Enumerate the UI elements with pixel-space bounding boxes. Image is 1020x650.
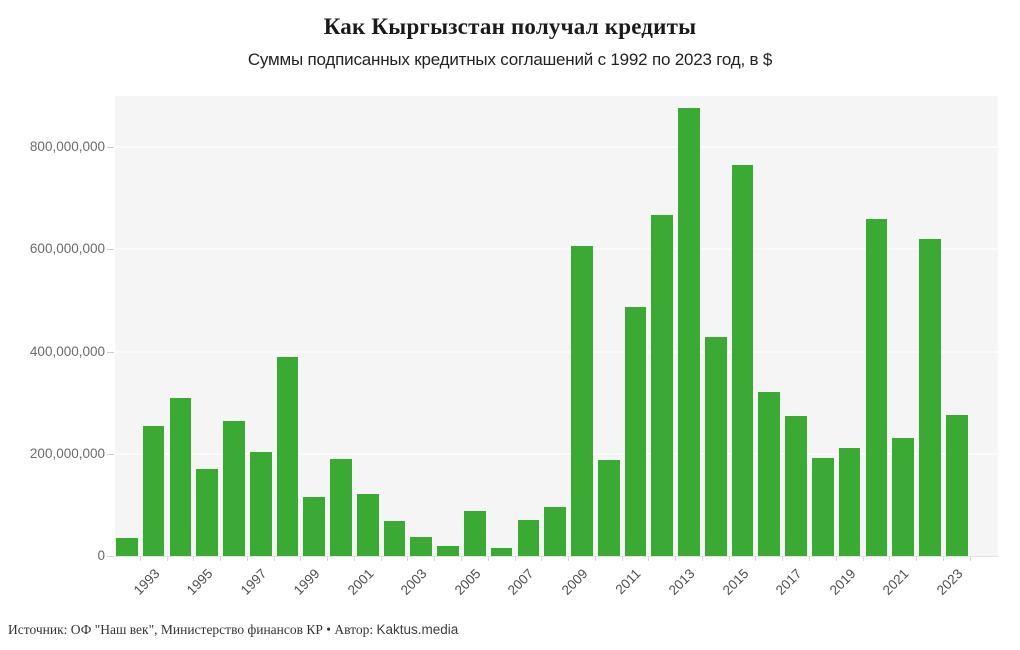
bar-2011 <box>624 307 647 556</box>
bar-2001 <box>356 493 379 556</box>
x-axis-tick <box>889 557 891 561</box>
bar-1992 <box>116 537 138 556</box>
bar-2023 <box>945 414 968 556</box>
x-axis-baseline <box>115 556 998 557</box>
gridline <box>115 452 998 455</box>
bar-2017 <box>785 415 807 556</box>
author-credit: Kaktus.media <box>376 622 459 637</box>
bar-1995 <box>196 469 218 556</box>
x-axis-tick <box>621 557 623 561</box>
bar-1996 <box>223 421 245 556</box>
chart-subtitle: Суммы подписанных кредитных соглашений с… <box>247 50 773 69</box>
x-axis-tick <box>862 557 864 561</box>
y-axis-label: 0 <box>97 548 105 563</box>
y-axis-label: 400,000,000 <box>29 343 105 359</box>
bar-2015 <box>731 165 754 556</box>
x-axis-tick <box>675 557 677 561</box>
x-axis-tick <box>835 557 837 561</box>
x-axis-tick <box>487 557 489 561</box>
x-axis-tick <box>273 557 275 561</box>
x-axis-tick <box>246 557 248 561</box>
bar-2020 <box>865 218 888 556</box>
bar-1993 <box>142 425 165 556</box>
bar-2019 <box>838 448 861 556</box>
y-axis-tick <box>107 147 114 149</box>
gridline <box>115 350 998 353</box>
bar-2000 <box>330 459 352 556</box>
x-axis-tick <box>568 557 570 561</box>
x-axis-tick <box>166 557 168 561</box>
bar-2002 <box>383 520 406 556</box>
bar-2007 <box>517 520 540 556</box>
x-axis-tick <box>193 557 195 561</box>
bar-2016 <box>758 391 781 556</box>
x-axis-tick <box>327 557 329 561</box>
bar-2005 <box>464 511 486 556</box>
bar-2010 <box>597 459 620 556</box>
gridline <box>115 146 998 149</box>
bar-2014 <box>704 336 727 556</box>
gridline <box>115 248 998 251</box>
bar-2013 <box>678 108 700 556</box>
x-axis-tick <box>755 557 757 561</box>
x-axis-tick <box>407 557 409 561</box>
plot-area <box>115 96 998 557</box>
chart-title: Как Кыргызстан получал кредиты <box>323 14 697 39</box>
x-axis-tick <box>916 557 918 561</box>
x-axis-tick <box>809 557 811 561</box>
bar-2004 <box>437 545 459 556</box>
x-axis-tick <box>594 557 596 561</box>
y-axis-label: 600,000,000 <box>29 241 105 257</box>
y-axis-tick <box>107 351 114 353</box>
bar-2022 <box>919 238 941 556</box>
x-axis-tick <box>728 557 730 561</box>
x-axis-tick <box>139 557 141 561</box>
x-axis-tick <box>353 557 355 561</box>
x-axis-tick <box>648 557 650 561</box>
x-axis-tick <box>541 557 543 561</box>
source-text: Источник: ОФ "Наш век", Министерство фин… <box>8 622 377 637</box>
y-axis-tick <box>107 453 114 455</box>
y-axis-tick <box>107 556 114 557</box>
x-axis-tick <box>969 557 971 561</box>
bar-2003 <box>410 537 433 556</box>
x-axis-tick <box>701 557 703 561</box>
bar-2021 <box>892 437 915 556</box>
bar-1997 <box>249 451 272 556</box>
x-axis-tick <box>220 557 222 561</box>
bar-1999 <box>303 496 326 556</box>
bar-1998 <box>276 356 299 556</box>
x-axis-tick <box>782 557 784 561</box>
bar-2018 <box>812 457 834 556</box>
x-axis-tick <box>300 557 302 561</box>
bar-2009 <box>571 245 593 556</box>
bar-1994 <box>169 397 192 556</box>
y-axis-label: 800,000,000 <box>29 139 105 155</box>
x-axis-tick <box>434 557 436 561</box>
source-note: Источник: ОФ "Наш век", Министерство фин… <box>8 622 1008 638</box>
y-axis-label: 200,000,000 <box>29 445 105 461</box>
bar-2006 <box>490 548 513 556</box>
x-axis-tick <box>942 557 944 561</box>
x-axis-tick <box>380 557 382 561</box>
x-axis-tick <box>514 557 516 561</box>
bar-2012 <box>651 214 674 556</box>
bar-2008 <box>544 507 566 556</box>
y-axis-tick <box>107 249 114 251</box>
x-axis-tick <box>461 557 462 561</box>
